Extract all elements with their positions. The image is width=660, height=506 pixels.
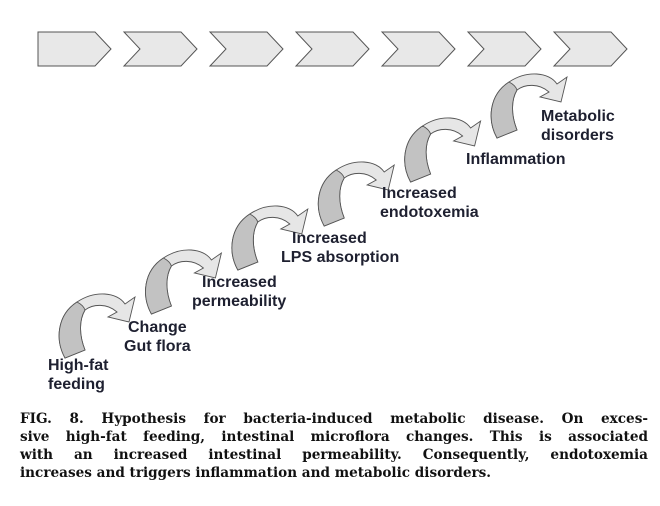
step-label-increased-endotoxemia: Increased endotoxemia	[380, 184, 479, 222]
step-label-high-fat-feeding: High-fat feeding	[48, 356, 108, 394]
label-line: Increased	[382, 185, 457, 202]
label-line: Increased	[292, 230, 367, 247]
step-label-increased-lps-absorption: Increased LPS absorption	[281, 229, 399, 267]
chevron-arrow	[294, 31, 370, 67]
label-line: Increased	[202, 274, 277, 291]
chevron-arrow	[380, 31, 456, 67]
label-line: LPS absorption	[281, 249, 400, 266]
chevron-arrow	[466, 31, 542, 67]
chevron-arrow	[208, 31, 284, 67]
label-line: Inflammation	[466, 151, 566, 168]
label-line: Gut flora	[124, 338, 191, 355]
figure-caption: FIG. 8. Hypothesis for bacteria-induced …	[20, 410, 648, 482]
label-line: Change	[128, 319, 187, 336]
label-line: disorders	[541, 127, 614, 144]
step-label-change-gut-flora: Change Gut flora	[124, 318, 191, 356]
curved-arrow-icon	[58, 293, 136, 359]
label-line: feeding	[48, 376, 105, 393]
caption-line: with an increased intestinal permeabilit…	[20, 447, 648, 463]
step-label-increased-permeability: Increased permeability	[192, 273, 286, 311]
chevron-arrow	[37, 31, 112, 67]
curved-arrow-icon	[404, 117, 482, 183]
caption-line: increases and triggers inflammation and …	[20, 465, 492, 481]
label-line: endotoxemia	[380, 204, 479, 221]
curved-arrow-icon	[490, 73, 568, 139]
caption-line: sive high-fat feeding, intestinal microf…	[20, 429, 648, 445]
label-line: permeability	[192, 293, 287, 310]
curved-arrow-icon	[317, 161, 395, 227]
chevron-arrow	[122, 31, 198, 67]
caption-line: FIG. 8. Hypothesis for bacteria-induced …	[20, 411, 648, 427]
curved-arrow-icon	[231, 205, 309, 271]
label-line: Metabolic	[541, 108, 615, 125]
step-label-metabolic-disorders: Metabolic disorders	[541, 107, 615, 145]
curved-arrow-icon	[145, 249, 223, 315]
label-line: High-fat	[48, 357, 109, 374]
step-label-inflammation: Inflammation	[466, 150, 566, 169]
chevron-arrow	[552, 31, 628, 67]
